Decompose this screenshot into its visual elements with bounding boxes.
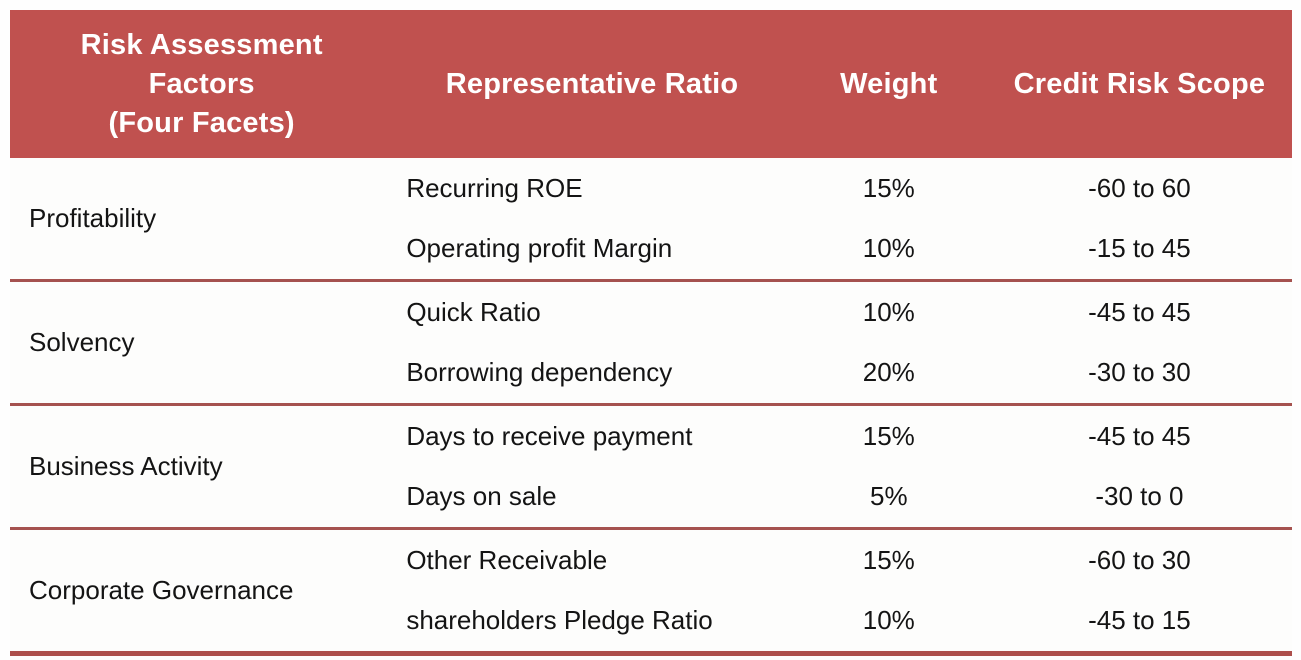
weight-cell: 5% xyxy=(870,481,908,512)
weight-cell: 15% xyxy=(862,420,915,451)
factor-group-profitability: Profitability Recurring ROE 15% -60 to 6… xyxy=(10,158,1292,279)
col-header-weight: Weight xyxy=(840,67,938,100)
factor-cell: Profitability xyxy=(29,203,157,233)
weight-cell: 20% xyxy=(862,357,915,388)
col-header-scope: Credit Risk Scope xyxy=(1013,67,1266,100)
scope-cell: -30 to 0 xyxy=(1095,481,1184,512)
col-header-factors-line2: Factors xyxy=(148,67,255,100)
table-body: Profitability Recurring ROE 15% -60 to 6… xyxy=(10,158,1292,656)
factor-cell: Business Activity xyxy=(29,451,223,481)
weight-cell: 10% xyxy=(862,233,915,264)
scope-cell: -15 to 45 xyxy=(1088,233,1191,264)
scope-cell: -45 to 45 xyxy=(1088,296,1191,327)
weight-cell: 15% xyxy=(862,172,915,203)
table-header-row: Risk Assessment Factors (Four Facets) Re… xyxy=(10,10,1292,158)
scope-cell: -60 to 60 xyxy=(1088,172,1191,203)
ratio-cell: Recurring ROE xyxy=(406,172,583,203)
factor-cell: Corporate Governance xyxy=(29,575,294,605)
ratio-cell: Days to receive payment xyxy=(406,420,693,451)
col-header-factors: Risk Assessment Factors (Four Facets) xyxy=(10,10,393,158)
factor-group-solvency: Solvency Quick Ratio 10% -45 to 45 Borro… xyxy=(10,279,1292,403)
scope-cell: -30 to 30 xyxy=(1088,357,1191,388)
ratio-cell: Borrowing dependency xyxy=(406,357,673,388)
ratio-cell: Other Receivable xyxy=(406,544,608,575)
weight-cell: 10% xyxy=(862,296,915,327)
factor-cell: Solvency xyxy=(29,327,135,357)
factor-group-corporate-governance: Corporate Governance Other Receivable 15… xyxy=(10,527,1292,651)
ratio-cell: Days on sale xyxy=(406,481,557,512)
col-header-factors-line3: (Four Facets) xyxy=(108,106,295,139)
scope-cell: -60 to 30 xyxy=(1088,544,1191,575)
ratio-cell: shareholders Pledge Ratio xyxy=(406,605,713,636)
weight-cell: 10% xyxy=(862,605,915,636)
col-header-ratio: Representative Ratio xyxy=(445,67,739,100)
weight-cell: 15% xyxy=(862,544,915,575)
scope-cell: -45 to 45 xyxy=(1088,420,1191,451)
ratio-cell: Quick Ratio xyxy=(406,296,541,327)
scope-cell: -45 to 15 xyxy=(1088,605,1191,636)
factor-group-business-activity: Business Activity Days to receive paymen… xyxy=(10,403,1292,527)
col-header-factors-line1: Risk Assessment xyxy=(80,28,323,61)
ratio-cell: Operating profit Margin xyxy=(406,233,673,264)
risk-assessment-table: Risk Assessment Factors (Four Facets) Re… xyxy=(10,10,1292,656)
